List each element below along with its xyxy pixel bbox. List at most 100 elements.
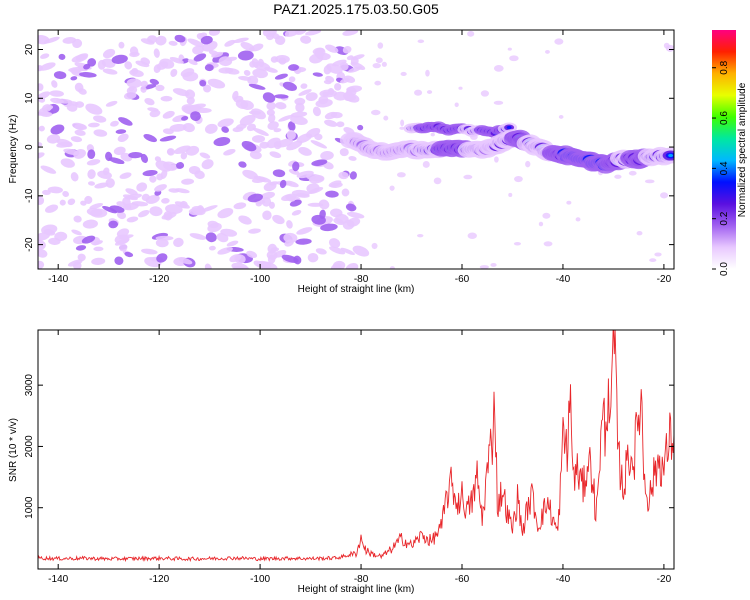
noise-blob — [545, 49, 550, 54]
noise-blob — [87, 58, 97, 67]
noise-blob — [480, 90, 490, 97]
noise-blob — [339, 148, 349, 157]
noise-blob — [67, 259, 83, 267]
noise-blob — [111, 54, 128, 64]
noise-blob — [351, 54, 365, 60]
noise-blob — [143, 133, 157, 143]
colorbar-tick-label: 0.6 — [719, 111, 730, 125]
noise-blob — [126, 78, 142, 88]
noise-blob — [141, 193, 150, 201]
noise-blob — [140, 80, 148, 88]
noise-blob — [554, 38, 564, 45]
snr-y-label: SNR (10 * v/v) — [8, 418, 19, 482]
y-tick-label: -10 — [24, 188, 35, 203]
noise-blob — [90, 208, 108, 218]
spectrogram-y-ticks: -20 -10 0 10 20 — [24, 44, 674, 252]
x-tick-label: -40 — [556, 274, 571, 285]
noise-blob — [305, 92, 318, 102]
noise-blob — [660, 192, 669, 199]
noise-blob — [140, 57, 151, 65]
noise-blob — [161, 198, 170, 204]
noise-blob — [383, 115, 389, 121]
noise-blob — [307, 202, 324, 207]
noise-blob — [270, 247, 280, 253]
noise-blob — [144, 98, 155, 106]
noise-blob — [298, 146, 312, 156]
noise-blob — [124, 193, 143, 200]
noise-blob — [190, 111, 201, 121]
noise-blob — [300, 35, 312, 44]
noise-blob — [40, 53, 50, 59]
noise-blob — [38, 83, 44, 92]
x-tick-label: -60 — [455, 274, 470, 285]
noise-blob — [274, 73, 288, 80]
noise-blob — [155, 84, 165, 92]
noise-blob — [181, 116, 189, 121]
noise-blob — [102, 68, 118, 75]
noise-blob — [251, 177, 266, 183]
noise-blob — [288, 121, 296, 131]
noise-blob — [119, 243, 128, 252]
noise-blob — [102, 48, 116, 59]
noise-blob — [267, 254, 276, 264]
noise-blob — [310, 140, 328, 149]
noise-blob — [170, 68, 178, 77]
noise-blob — [377, 42, 384, 49]
noise-blob — [155, 238, 169, 248]
noise-blob — [514, 175, 523, 183]
noise-blob — [66, 103, 78, 112]
noise-blob — [136, 182, 148, 192]
x-tick-label: -140 — [48, 274, 68, 285]
noise-blob — [67, 198, 76, 206]
noise-blob — [348, 155, 357, 161]
noise-blob — [116, 211, 127, 220]
noise-blob — [248, 83, 266, 90]
noise-blob — [48, 237, 61, 245]
noise-blob — [116, 201, 127, 207]
colorbar: 0.0 0.2 0.4 0.6 0.8 Normalized spectral ampl… — [712, 30, 748, 276]
noise-blob — [490, 262, 497, 267]
noise-blob — [93, 246, 104, 252]
noise-blob — [400, 119, 405, 127]
noise-blob — [325, 44, 339, 53]
noise-blob — [272, 214, 285, 225]
noise-blob — [41, 104, 52, 113]
noise-blob — [352, 245, 370, 257]
noise-blob — [665, 44, 674, 52]
noise-blob — [93, 240, 103, 246]
x-tick-label: -100 — [250, 574, 270, 585]
x-tick-label: -20 — [657, 274, 672, 285]
noise-blob — [131, 67, 139, 75]
noise-blob — [290, 115, 308, 125]
noise-blob — [220, 228, 238, 237]
noise-blob — [247, 193, 263, 203]
noise-blob — [292, 161, 300, 172]
noise-blob — [285, 194, 296, 202]
noise-blob — [212, 52, 229, 63]
noise-blob — [226, 240, 239, 247]
noise-blob — [217, 208, 234, 219]
noise-blob — [268, 113, 276, 123]
noise-blob — [238, 215, 252, 225]
noise-blob — [239, 114, 256, 126]
noise-blob — [74, 123, 87, 131]
noise-blob — [229, 254, 242, 263]
noise-blob — [295, 102, 305, 113]
noise-blob — [203, 84, 212, 93]
y-tick-label: 0 — [24, 144, 35, 150]
noise-blob — [288, 76, 296, 83]
noise-blob — [73, 149, 86, 159]
noise-blob — [252, 68, 268, 79]
noise-blob — [126, 216, 139, 223]
noise-blob — [156, 61, 169, 70]
noise-blob — [187, 59, 198, 66]
snr-series-line — [38, 330, 674, 563]
noise-blob — [200, 205, 218, 213]
noise-blob — [74, 101, 85, 108]
snr-y-ticks: 1000 2000 3000 — [24, 374, 674, 519]
noise-blob — [357, 124, 364, 131]
noise-blob — [155, 235, 174, 241]
noise-blob — [223, 148, 236, 156]
noise-blob — [188, 165, 201, 175]
noise-blob — [110, 120, 119, 127]
